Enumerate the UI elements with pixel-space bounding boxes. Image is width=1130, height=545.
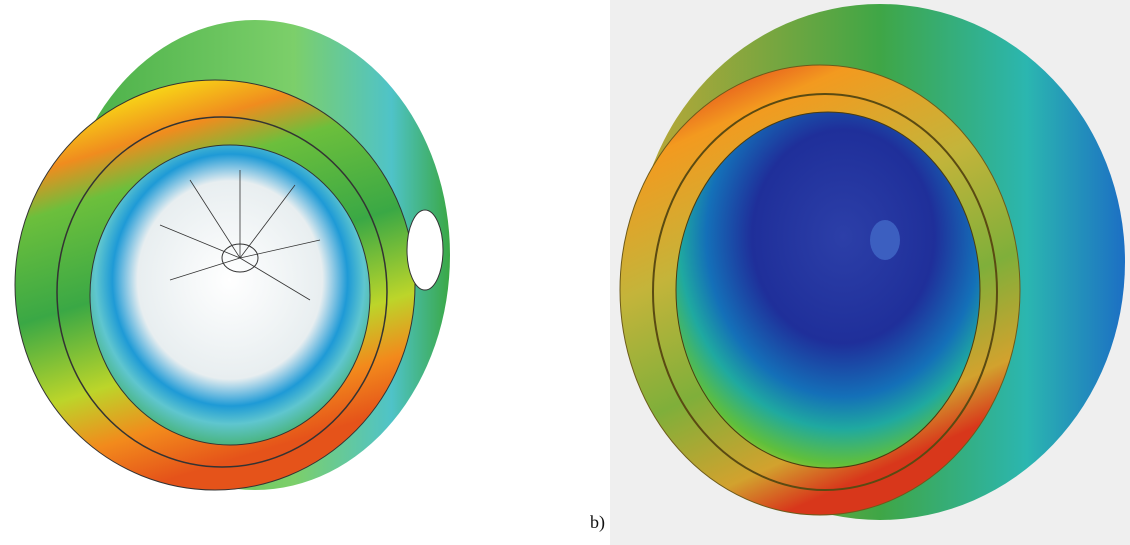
wheel-hole [90,145,370,445]
left-wheel [15,20,450,490]
wheel-hole [676,112,980,468]
figure: b) [0,0,1130,545]
hub [870,220,900,260]
panel-label: b) [590,512,605,533]
side-opening [407,210,443,290]
